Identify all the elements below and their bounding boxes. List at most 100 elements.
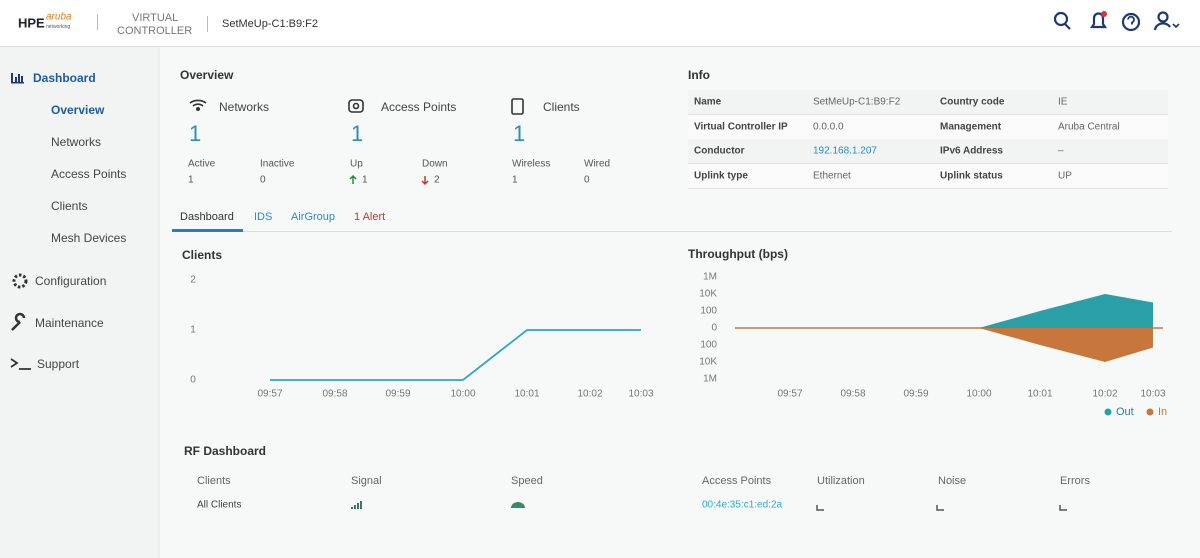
y-tick-label: 100 <box>700 306 717 317</box>
column-header: Clients <box>197 475 231 487</box>
nav-item[interactable]: Overview <box>51 103 105 117</box>
info-key: Conductor <box>694 145 745 157</box>
x-tick-label: 09:59 <box>385 389 410 400</box>
x-tick-label: 10:00 <box>450 389 475 400</box>
x-tick-label: 10:02 <box>1092 389 1117 400</box>
info-value: UP <box>1058 170 1072 181</box>
x-tick-label: 09:57 <box>777 389 802 400</box>
nav-item[interactable]: Access Points <box>51 167 127 181</box>
nav-item[interactable]: Clients <box>51 199 88 213</box>
chart-title: Clients <box>182 248 223 262</box>
y-tick-label: 1M <box>703 374 717 385</box>
signal-icon <box>351 501 362 509</box>
client-icon <box>511 98 524 115</box>
info-value: Aruba Central <box>1058 121 1120 132</box>
section-title: Overview <box>180 68 234 82</box>
notifications-icon[interactable] <box>1089 11 1108 29</box>
y-tick-label: 1 <box>190 325 196 336</box>
y-tick-label: 0 <box>711 323 717 334</box>
search-icon[interactable] <box>1053 11 1071 30</box>
legend-label: In <box>1158 406 1168 418</box>
tab-rule <box>172 231 1172 232</box>
help-icon[interactable] <box>1121 12 1141 32</box>
stat-value: 1 <box>362 174 368 186</box>
info-key: Uplink status <box>940 170 1003 181</box>
column-header: Errors <box>1060 475 1090 487</box>
x-tick-label: 09:58 <box>322 389 347 400</box>
x-tick-label: 10:01 <box>1027 389 1052 400</box>
nav-dashboard[interactable]: Dashboard <box>33 71 96 85</box>
wifi-icon <box>189 99 207 107</box>
tab[interactable]: Dashboard <box>180 211 234 223</box>
terminal-icon <box>10 358 31 370</box>
tab[interactable]: AirGroup <box>291 211 336 223</box>
overview-icons <box>189 98 524 115</box>
info-value: 0.0.0.0 <box>813 121 844 132</box>
legend-swatch <box>1146 408 1154 416</box>
user-icon[interactable] <box>1153 11 1180 31</box>
mini-bar-icons <box>816 505 1067 511</box>
info-value: IE <box>1058 96 1068 108</box>
column-header: Access Points <box>702 475 772 487</box>
dashboard-icon <box>11 73 24 84</box>
info-key: IPv6 Address <box>940 145 1003 157</box>
brand: aruba <box>46 11 72 23</box>
device-name: SetMeUp-C1:B9:F2 <box>222 18 318 30</box>
info-value: 192.168.1.207 <box>813 145 877 157</box>
section-title: RF Dashboard <box>184 444 267 458</box>
stat-label: Down <box>422 158 448 170</box>
sidebar-icons <box>10 73 31 370</box>
column-header: Speed <box>511 475 543 487</box>
divider <box>207 16 208 32</box>
product: VIRTUAL <box>132 12 179 24</box>
tab[interactable]: 1 Alert <box>354 211 386 223</box>
y-tick-label: 100 <box>700 340 717 351</box>
stat-label: Up <box>350 158 363 170</box>
nav-item[interactable]: Networks <box>51 135 102 149</box>
card-label: Clients <box>543 100 580 114</box>
card-label: Access Points <box>381 100 457 114</box>
info-row <box>688 163 1168 189</box>
card-count: 1 <box>351 121 364 146</box>
info-value: Ethernet <box>813 170 851 181</box>
info-key: Name <box>694 96 722 108</box>
header <box>0 0 1200 47</box>
row-label: All Clients <box>197 499 242 511</box>
info-value: – <box>1058 145 1064 157</box>
x-tick-label: 10:03 <box>628 389 653 400</box>
info-row <box>688 114 1168 140</box>
y-tick-label: 10K <box>699 289 717 300</box>
ap-link[interactable]: 00:4e:35:c1:ed:2a <box>702 499 783 511</box>
column-header: Signal <box>351 475 382 487</box>
ap-icon-dot <box>352 102 360 110</box>
nav-section[interactable]: Maintenance <box>35 316 104 330</box>
tab-underline <box>172 229 243 232</box>
x-tick-label: 09:59 <box>903 389 928 400</box>
x-tick-label: 10:02 <box>577 389 602 400</box>
card-count: 1 <box>513 121 526 146</box>
wrench-icon <box>11 312 26 331</box>
stat-value: 0 <box>584 174 590 186</box>
nav-section[interactable]: Configuration <box>35 274 107 288</box>
divider <box>97 14 98 30</box>
x-tick-label: 09:58 <box>840 389 865 400</box>
stat-label: Inactive <box>260 158 295 170</box>
header-icons <box>1053 11 1180 32</box>
nav-section[interactable]: Support <box>37 357 80 371</box>
y-tick-label: 2 <box>190 275 196 286</box>
ap-icon <box>348 99 364 113</box>
x-tick-label: 10:00 <box>966 389 991 400</box>
sidebar <box>0 47 158 558</box>
gear-icon <box>12 273 28 289</box>
column-header: Noise <box>938 475 967 487</box>
x-tick-label: 10:03 <box>1140 389 1165 400</box>
stat-label: Wireless <box>512 158 551 170</box>
section-title: Info <box>688 68 710 82</box>
nav-item[interactable]: Mesh Devices <box>51 231 127 245</box>
tab[interactable]: IDS <box>254 211 273 223</box>
card-label: Networks <box>219 100 270 114</box>
rf-icons <box>351 501 1067 511</box>
x-tick-label: 10:01 <box>514 389 539 400</box>
y-tick-label: 10K <box>699 357 717 368</box>
